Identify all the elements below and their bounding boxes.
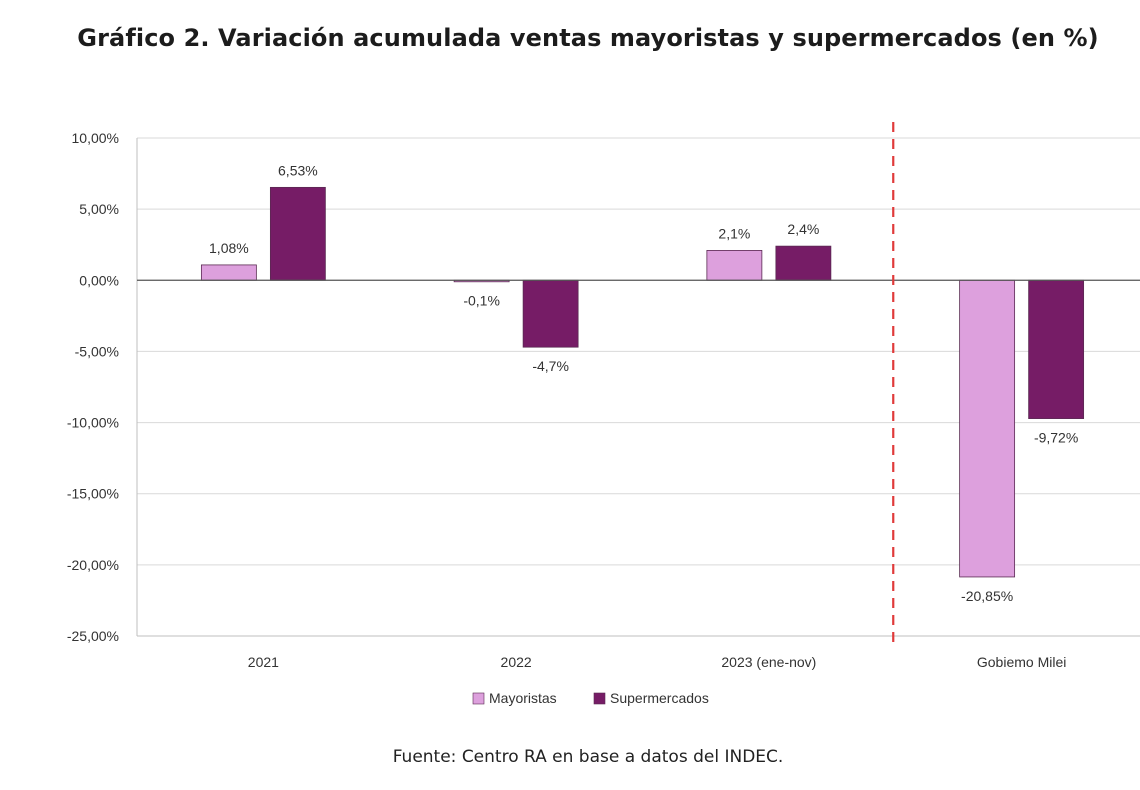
y-tick-label: -25,00% (67, 628, 119, 644)
bar-supermercados-1 (522, 279, 579, 348)
bar-mayoristas-2 (706, 250, 763, 281)
data-label: -9,72% (1034, 430, 1078, 446)
axes: 10,00% 5,00% 0,00% -5,00% -10,00% -15,00% -20,… (67, 130, 1140, 670)
data-label: 6,53% (278, 162, 318, 178)
y-tick-label: -20,00% (67, 557, 119, 573)
data-label: 2,4% (787, 221, 819, 237)
source-note: Fuente: Centro RA en base a datos del IN… (392, 747, 784, 767)
chart-title: Gráfico 2. Variación acumulada ventas ma… (77, 24, 1099, 52)
data-label: 2,1% (718, 225, 750, 241)
x-category-label: 2021 (248, 654, 279, 670)
data-label: -4,7% (532, 358, 569, 374)
bar-mayoristas-0 (200, 264, 257, 281)
y-tick-label: -10,00% (67, 415, 119, 431)
data-label: -0,1% (463, 293, 500, 309)
legend-label-mayoristas: Mayoristas (489, 690, 557, 706)
x-category-label: 2023 (ene-nov) (721, 654, 816, 670)
legend-swatch-mayoristas (472, 692, 485, 705)
legend: Mayoristas Supermercados (472, 690, 709, 706)
bar-mayoristas-3 (959, 279, 1016, 578)
bar-supermercados-0 (269, 186, 326, 281)
data-label: -20,85% (961, 588, 1013, 604)
y-tick-label: 0,00% (79, 272, 119, 288)
y-tick-label: -15,00% (67, 486, 119, 502)
data-labels: 1,08% 6,53% -0,1% -4,7% 2,1% 2,4% -20,85% -9,72… (137, 122, 1140, 648)
legend-label-supermercados: Supermercados (610, 690, 709, 706)
x-category-label: 2022 (501, 654, 532, 670)
y-tick-label: 5,00% (79, 201, 119, 217)
data-label: 1,08% (209, 240, 249, 256)
bar-supermercados-2 (775, 245, 832, 281)
bars (200, 186, 1085, 578)
y-tick-label: 10,00% (72, 130, 119, 146)
bar-supermercados-3 (1028, 279, 1085, 419)
x-category-label: Gobiemo Milei (977, 654, 1066, 670)
legend-swatch-supermercados (593, 692, 606, 705)
y-tick-label: -5,00% (75, 343, 119, 359)
